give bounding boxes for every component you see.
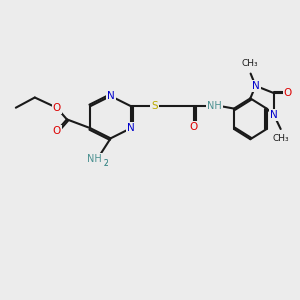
Text: O: O [190,122,198,132]
Text: N: N [107,91,115,101]
Text: O: O [52,103,61,113]
Text: N: N [127,123,135,133]
Text: O: O [52,126,61,136]
Text: O: O [284,88,292,98]
Text: CH₃: CH₃ [273,134,290,143]
Text: CH₃: CH₃ [242,59,258,68]
Text: N: N [252,81,260,91]
Text: S: S [151,101,158,111]
Text: N: N [107,91,115,101]
Text: S: S [151,101,158,111]
Text: O: O [190,122,198,132]
Text: 2: 2 [103,159,108,168]
Text: N: N [252,81,260,91]
Text: O: O [52,126,61,136]
Text: NH: NH [87,154,102,164]
Text: N: N [270,110,278,120]
Text: N: N [270,110,278,120]
Text: N: N [127,123,135,133]
Text: O: O [52,103,61,113]
Text: NH: NH [87,154,102,164]
Text: NH: NH [207,101,222,111]
Text: O: O [284,88,292,98]
Text: NH: NH [207,101,222,111]
Text: 2: 2 [103,159,108,168]
